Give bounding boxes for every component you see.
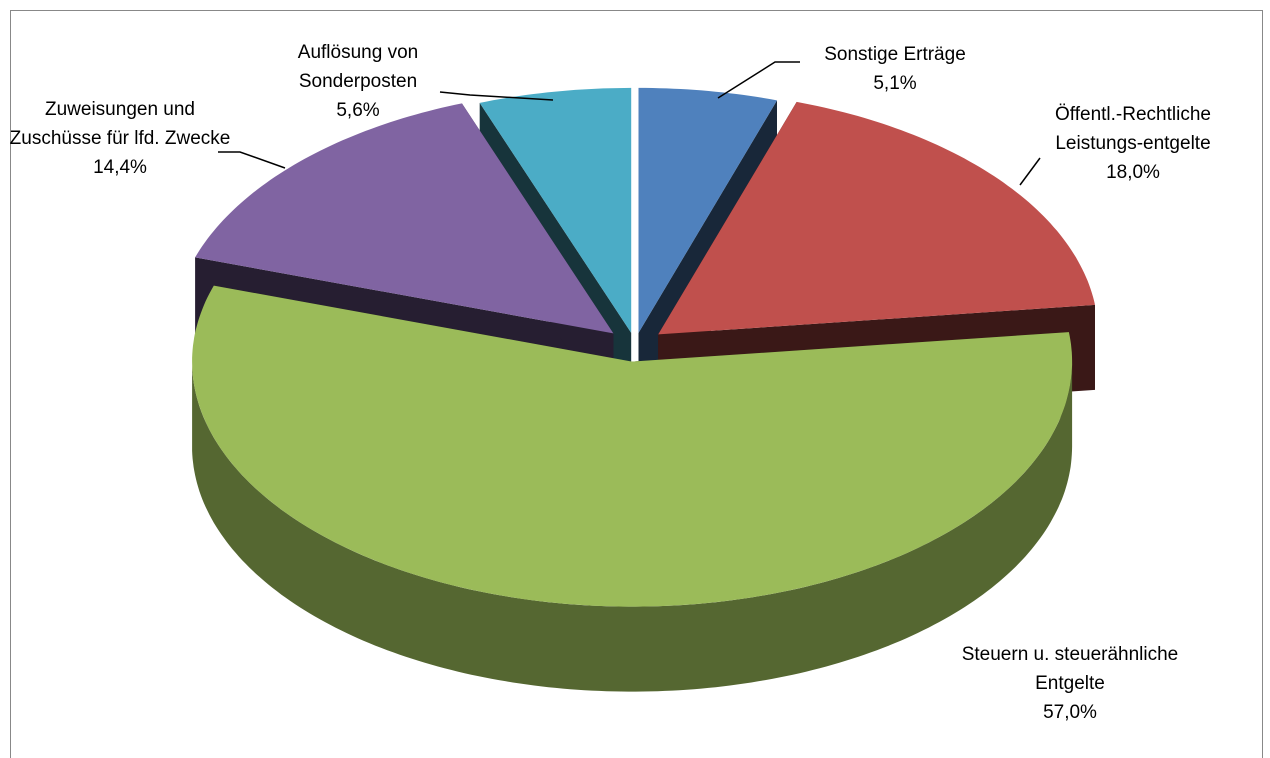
category-name: Öffentl.-Rechtliche Leistungs-entgelte bbox=[1055, 104, 1211, 154]
percent-label: 5,6% bbox=[336, 100, 380, 121]
slice-label: Zuweisungen und Zuschüsse für lfd. Zweck… bbox=[5, 95, 235, 182]
slice bbox=[192, 285, 1073, 607]
leader-line bbox=[218, 151, 286, 169]
slice bbox=[479, 87, 632, 333]
leader-line bbox=[439, 91, 554, 101]
chart-frame bbox=[10, 10, 1263, 758]
percent-label: 18,0% bbox=[1106, 162, 1160, 183]
slice-label: Auflösung von Sonderposten 5,6% bbox=[248, 38, 468, 125]
category-name: Sonstige Erträge bbox=[824, 44, 966, 65]
slice-wall bbox=[192, 361, 1073, 692]
category-name: Steuern u. steuerähnliche Entgelte bbox=[961, 644, 1179, 694]
percent-label: 57,0% bbox=[1043, 702, 1097, 723]
category-name: Zuweisungen und Zuschüsse für lfd. Zweck… bbox=[9, 99, 231, 149]
slice bbox=[195, 103, 614, 334]
slice-label: Sonstige Erträge 5,1% bbox=[785, 40, 1005, 98]
leader-line bbox=[1019, 157, 1041, 186]
slice-label: Steuern u. steuerähnliche Entgelte 57,0% bbox=[960, 640, 1180, 727]
slice bbox=[638, 87, 777, 333]
percent-label: 14,4% bbox=[93, 157, 147, 178]
slice bbox=[658, 101, 1095, 335]
category-name: Auflösung von Sonderposten bbox=[297, 42, 419, 92]
slice-label: Öffentl.-Rechtliche Leistungs-entgelte 18… bbox=[1013, 100, 1253, 187]
leader-line bbox=[717, 61, 800, 99]
percent-label: 5,1% bbox=[873, 73, 917, 94]
